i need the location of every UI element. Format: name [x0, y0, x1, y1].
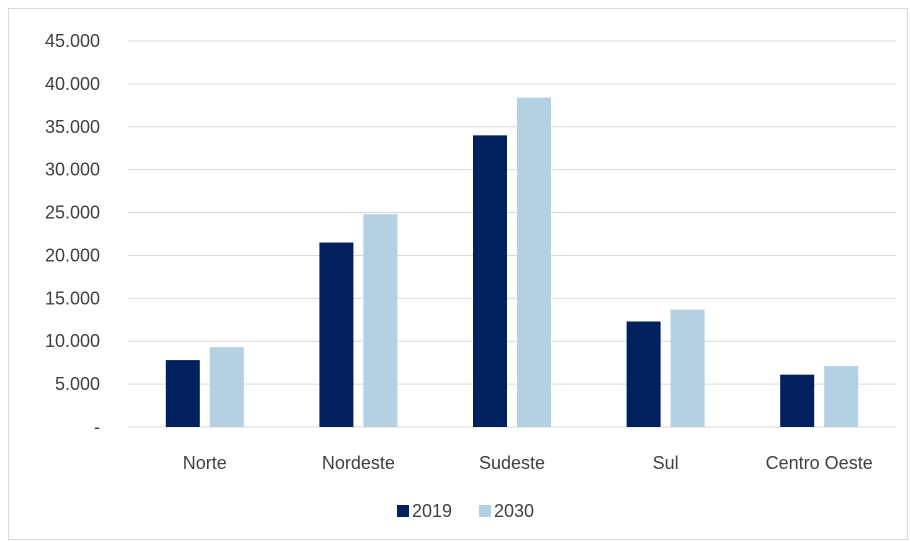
bar-nordeste-2030	[363, 214, 398, 427]
x-tick-label-sul: Sul	[653, 453, 679, 473]
x-axis-tick-labels: Norte Nordeste Sudeste Sul Centro Oeste	[183, 453, 873, 473]
bar-norte-2019	[165, 360, 200, 427]
x-tick-label-nordeste: Nordeste	[322, 453, 395, 473]
chart-frame	[8, 8, 908, 540]
y-tick-label-1: 5.000	[55, 374, 100, 394]
legend-swatch-2030	[479, 505, 491, 517]
legend: 2019 2030	[397, 501, 534, 521]
x-tick-label-norte: Norte	[183, 453, 227, 473]
legend-label-2030: 2030	[494, 501, 534, 521]
y-axis-tick-labels: - 5.000 10.000 15.000 20.000 25.000 30.000 35.0…	[45, 31, 100, 437]
y-tick-label-0: -	[94, 417, 100, 437]
x-tick-label-sudeste: Sudeste	[479, 453, 545, 473]
y-tick-label-9: 45.000	[45, 31, 100, 51]
bar-sul-2030	[670, 309, 705, 427]
gridlines	[128, 40, 896, 428]
bar-norte-2030	[209, 347, 244, 427]
y-tick-label-5: 25.000	[45, 203, 100, 223]
bar-centro-oeste-2030	[824, 366, 859, 427]
bars	[165, 97, 859, 427]
bar-centro-oeste-2019	[780, 374, 815, 427]
bar-nordeste-2019	[319, 242, 354, 427]
y-tick-label-7: 35.000	[45, 117, 100, 137]
y-tick-label-8: 40.000	[45, 74, 100, 94]
bar-sul-2019	[626, 321, 661, 427]
bar-sudeste-2030	[517, 97, 551, 427]
legend-label-2019: 2019	[412, 501, 452, 521]
y-tick-label-2: 10.000	[45, 331, 100, 351]
y-tick-label-4: 20.000	[45, 245, 100, 265]
legend-swatch-2019	[397, 505, 409, 517]
y-tick-label-3: 15.000	[45, 288, 100, 308]
x-tick-label-centro-oeste: Centro Oeste	[766, 453, 873, 473]
y-tick-label-6: 30.000	[45, 160, 100, 180]
bar-sudeste-2019	[473, 135, 507, 427]
